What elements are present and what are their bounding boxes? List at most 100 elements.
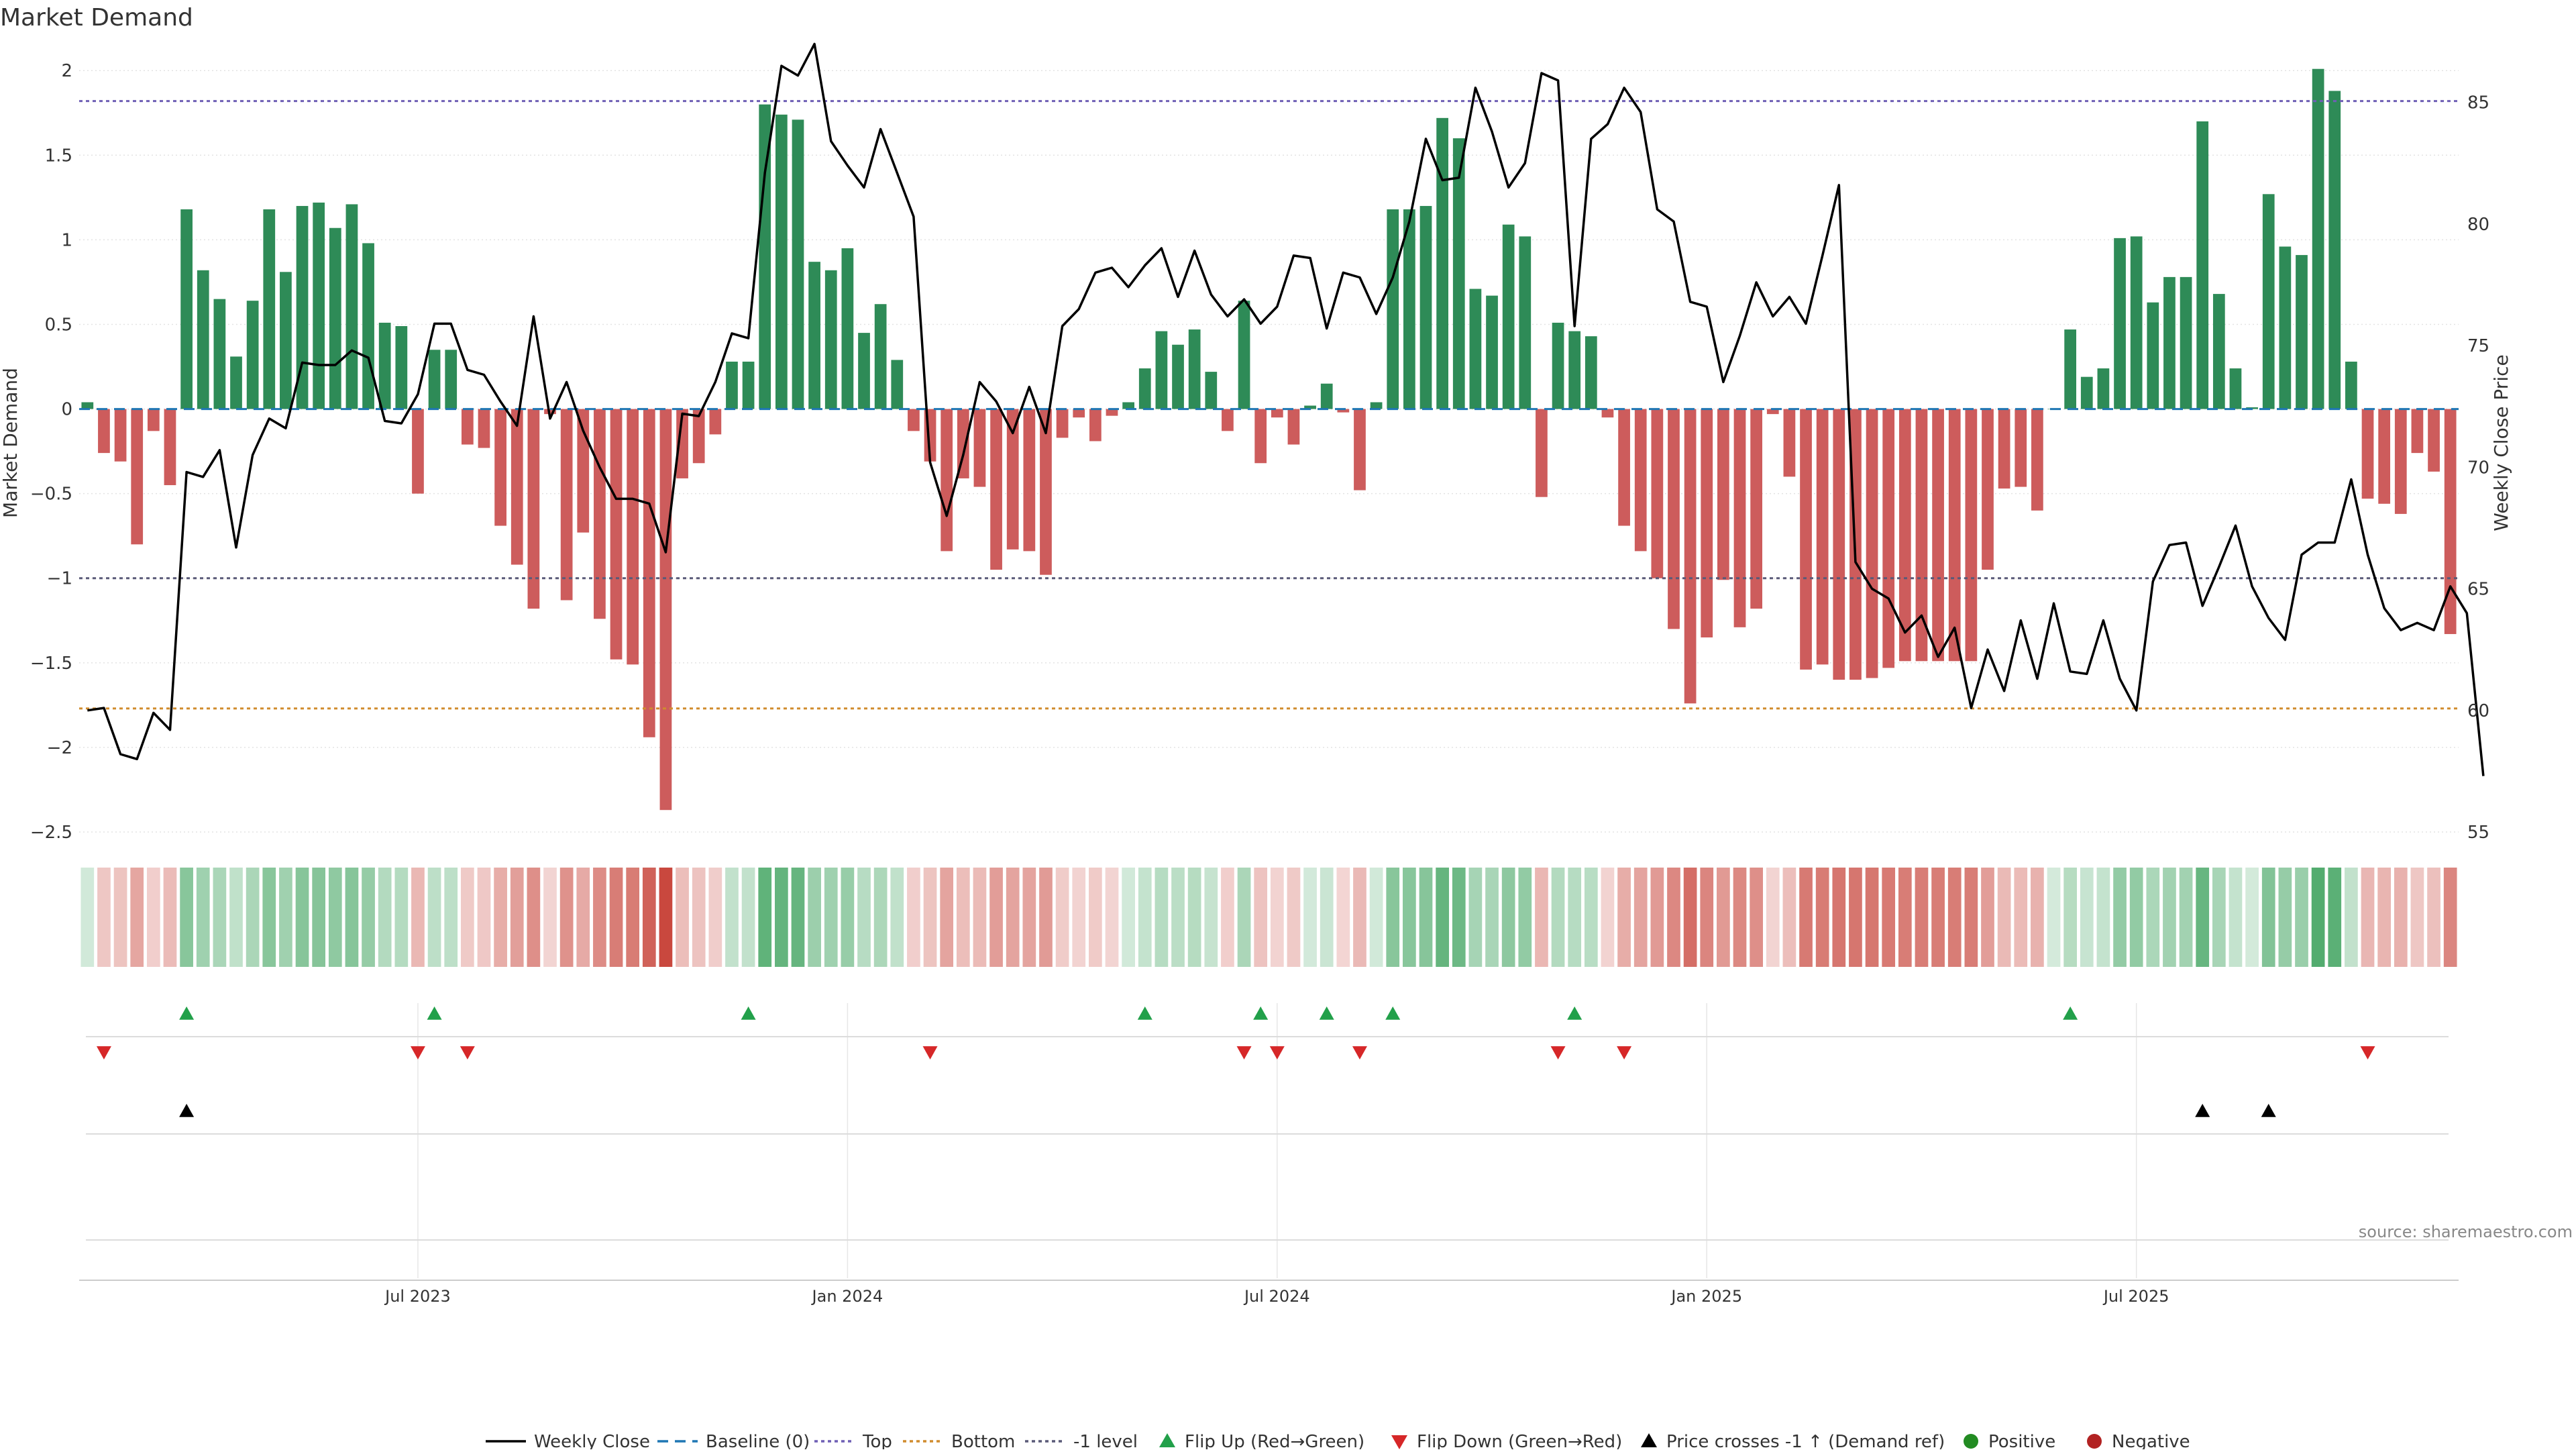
legend-label: Price crosses -1 ↑ (Demand ref) (1666, 1432, 1945, 1449)
heat-cell (1303, 868, 1317, 967)
heat-cell (130, 868, 144, 967)
heat-cell (890, 868, 904, 967)
cross-marker (2261, 1104, 2276, 1117)
heat-cell (196, 868, 210, 967)
heat-cell (2080, 868, 2094, 967)
demand-bar (676, 409, 688, 478)
demand-bar (594, 409, 606, 619)
heat-cell (2229, 868, 2243, 967)
heat-cell (2377, 868, 2392, 967)
heat-cell (97, 868, 111, 967)
demand-bar (560, 409, 573, 601)
demand-bar (824, 270, 837, 409)
demand-bar (742, 361, 755, 409)
demand-bar (1502, 224, 1515, 409)
heat-cell (2345, 868, 2358, 967)
demand-bar (941, 409, 953, 552)
legend: Weekly Close Baseline (0) Top Bottom -1 leve… (486, 1432, 2190, 1452)
demand-bar (1915, 409, 1928, 662)
demand-bar (81, 402, 94, 409)
demand-bar (2279, 246, 2292, 409)
demand-bar (213, 299, 226, 409)
y2-tick-label: 60 (2467, 701, 2489, 721)
heat-cell (1419, 868, 1433, 967)
demand-bar (2147, 302, 2159, 409)
demand-bar (1898, 409, 1911, 662)
demand-bar (1552, 322, 1564, 409)
chart-title: Market Demand (0, 4, 193, 32)
flip-up-marker (741, 1006, 756, 1020)
heat-cell (1849, 868, 1862, 967)
demand-bar (2345, 361, 2357, 409)
heat-cell (1155, 868, 1169, 967)
heat-cell (2443, 868, 2457, 967)
legend-label: Flip Down (Green→Red) (1417, 1432, 1622, 1449)
y-tick-label: 2 (61, 61, 72, 81)
heat-cell (2261, 868, 2275, 967)
heat-cell (1436, 868, 1449, 967)
demand-bar (1948, 409, 1961, 662)
heat-cell (2394, 868, 2408, 967)
y-tick-label: 1 (61, 230, 72, 250)
heat-cell (1815, 868, 1829, 967)
axes-layer: 2 1.5 1 0.5 0 −0.5 −1 −1.5 −2 −2.5 85 80 75 70 65 60 55 J… (30, 61, 2489, 1306)
demand-bar (1238, 301, 1250, 409)
heat-cell (940, 868, 954, 967)
y2-tick-label: 55 (2467, 823, 2489, 843)
flip-down-marker (1617, 1046, 1632, 1059)
demand-bar (2262, 194, 2275, 409)
demand-bar (2212, 294, 2225, 409)
demand-bar (362, 243, 374, 409)
demand-bar (1965, 409, 1978, 662)
heat-cell (527, 868, 541, 967)
demand-bar (1354, 409, 1366, 490)
y2-tick-label: 80 (2467, 215, 2489, 235)
heat-cell (1204, 868, 1218, 967)
flip-up-marker (1137, 1006, 1152, 1020)
heat-cell (1089, 868, 1102, 967)
demand-bar (2296, 255, 2308, 409)
demand-bar (428, 350, 441, 409)
legend-swatch (2087, 1434, 2102, 1449)
heat-cell (1518, 868, 1532, 967)
flip-up-marker (1253, 1006, 1269, 1020)
demand-bar (98, 409, 110, 454)
demand-bar (494, 409, 506, 526)
heat-cell (841, 868, 855, 967)
demand-bar (1138, 368, 1151, 409)
price-series (87, 42, 2485, 776)
heat-cell (2245, 868, 2259, 967)
flip-down-marker (1352, 1046, 1367, 1059)
y-tick-label: −2.5 (30, 823, 72, 843)
demand-bar (1733, 409, 1746, 627)
heat-cell (1717, 868, 1730, 967)
demand-bar (2080, 376, 2093, 409)
demand-bar (1766, 409, 1779, 415)
demand-bar (709, 409, 722, 435)
heat-cell (1633, 868, 1648, 967)
source-note: source: sharemaestro.com (2359, 1223, 2573, 1241)
demand-bar (1436, 117, 1449, 409)
heat-cell (1403, 868, 1416, 967)
heat-cell (676, 868, 689, 967)
heat-cell (378, 868, 392, 967)
demand-bar (1254, 409, 1267, 464)
demand-bar (1833, 409, 1845, 680)
demand-bar (1932, 409, 1944, 662)
heat-cell (642, 868, 656, 967)
x-tick-label: Jan 2024 (811, 1287, 883, 1306)
heat-cell (1650, 868, 1664, 967)
heat-cell (1568, 868, 1582, 967)
legend-label: Negative (2112, 1432, 2190, 1449)
legend-label: Flip Up (Red→Green) (1185, 1432, 1364, 1449)
heat-cell (427, 868, 441, 967)
flip-down-marker (1269, 1046, 1285, 1059)
heat-cell (163, 868, 177, 967)
demand-bar (957, 409, 969, 478)
demand-bar (1222, 409, 1234, 431)
demand-bar (280, 272, 292, 409)
heat-cell (1006, 868, 1020, 967)
demand-bar (1337, 409, 1350, 413)
heat-cell (1981, 868, 1994, 967)
heat-cell (180, 868, 193, 967)
